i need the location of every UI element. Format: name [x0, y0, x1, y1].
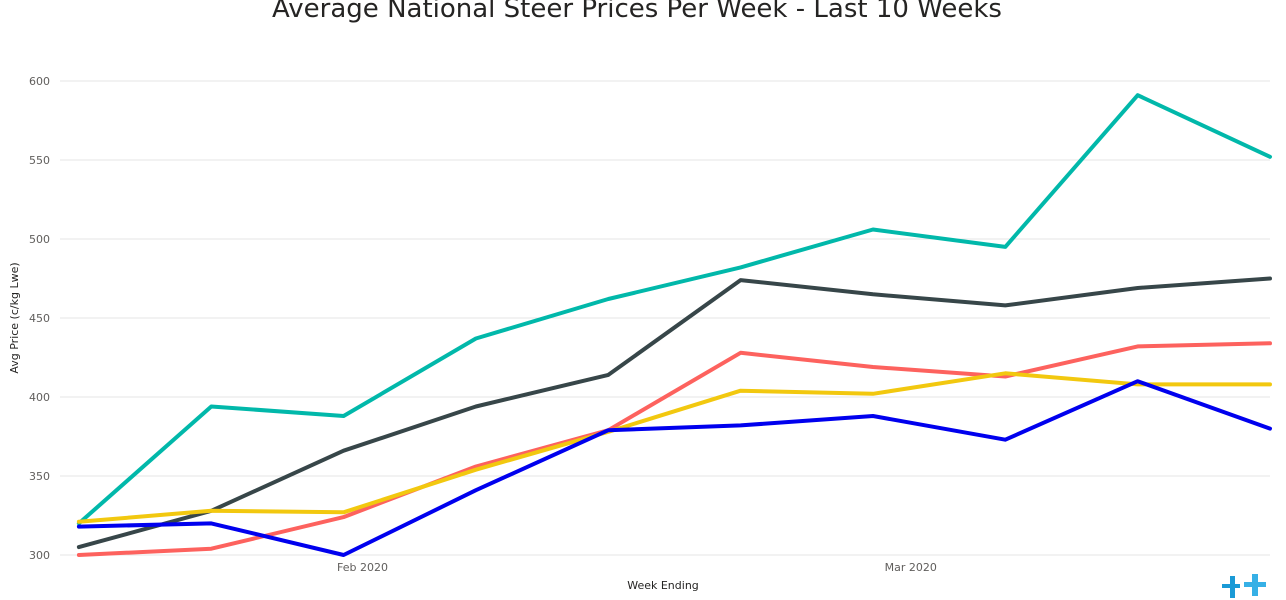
y-tick-label: 300 — [29, 549, 50, 562]
logo-mark-right — [1244, 574, 1266, 596]
y-axis-ticks: 300 350 400 450 500 550 600 — [29, 75, 50, 562]
y-tick-label: 350 — [29, 470, 50, 483]
series-line-5[interactable] — [76, 379, 1272, 557]
y-tick-label: 450 — [29, 312, 50, 325]
chart-title: Average National Steer Prices Per Week -… — [272, 0, 1002, 24]
series-line-4[interactable] — [76, 371, 1272, 524]
y-tick-label: 400 — [29, 391, 50, 404]
series-line-1[interactable] — [76, 93, 1272, 526]
y-tick-label: 600 — [29, 75, 50, 88]
series-lines — [76, 93, 1272, 557]
y-tick-label: 550 — [29, 154, 50, 167]
logo-mark-left — [1222, 576, 1240, 598]
y-axis-label: Avg Price (c/kg Lwe) — [8, 262, 21, 373]
x-tick-label: Mar 2020 — [885, 561, 937, 574]
y-tick-label: 500 — [29, 233, 50, 246]
series-line-2[interactable] — [76, 276, 1272, 550]
series-line-3[interactable] — [76, 341, 1272, 557]
x-axis-label: Week Ending — [627, 579, 699, 592]
x-tick-label: Feb 2020 — [337, 561, 388, 574]
x-axis-ticks: Feb 2020 Mar 2020 — [337, 561, 937, 574]
brand-logo — [1222, 574, 1266, 598]
